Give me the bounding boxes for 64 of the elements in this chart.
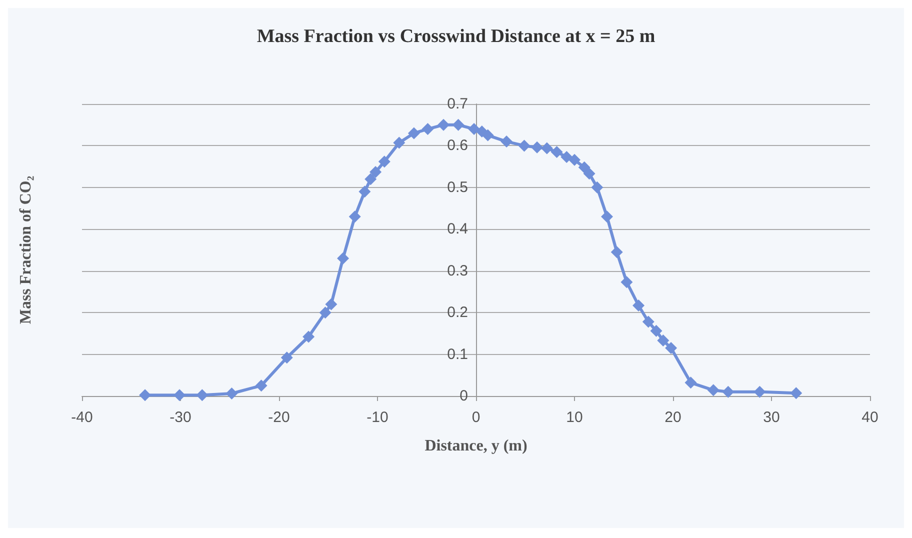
point bbox=[578, 161, 590, 174]
point bbox=[642, 316, 654, 328]
y-tick-label: 0.2 bbox=[447, 304, 468, 322]
x-tick-label: -30 bbox=[170, 409, 192, 426]
point bbox=[754, 386, 766, 398]
point bbox=[196, 389, 208, 402]
point bbox=[226, 387, 238, 400]
point bbox=[364, 173, 377, 186]
point bbox=[707, 384, 720, 396]
point bbox=[620, 276, 633, 288]
x-tick-label: -20 bbox=[268, 409, 290, 426]
point bbox=[348, 210, 361, 223]
point bbox=[408, 127, 420, 140]
y-tick-label: 0.5 bbox=[447, 178, 468, 196]
point bbox=[540, 142, 553, 154]
point bbox=[550, 146, 563, 158]
point bbox=[319, 306, 332, 319]
point bbox=[437, 118, 450, 131]
point bbox=[174, 389, 186, 402]
point bbox=[657, 334, 670, 347]
chart-title: Mass Fraction vs Crosswind Distance at x = 25 m bbox=[256, 26, 656, 47]
point bbox=[684, 376, 697, 389]
point bbox=[601, 210, 614, 223]
x-tick-label: -10 bbox=[366, 409, 388, 426]
point bbox=[518, 140, 530, 152]
point bbox=[422, 123, 434, 136]
x-tick-label: 30 bbox=[763, 409, 780, 426]
point bbox=[482, 129, 494, 142]
point bbox=[632, 299, 645, 312]
point bbox=[452, 118, 464, 131]
point bbox=[531, 141, 544, 154]
point bbox=[378, 156, 390, 168]
point bbox=[560, 150, 573, 163]
y-tick-label: 0.3 bbox=[447, 262, 468, 280]
point bbox=[591, 181, 604, 194]
x-tick-label: 10 bbox=[566, 409, 583, 426]
point bbox=[468, 123, 480, 136]
point bbox=[500, 136, 513, 148]
point bbox=[325, 298, 338, 310]
point bbox=[302, 330, 315, 343]
point bbox=[610, 246, 623, 258]
y-tick-label: 0.6 bbox=[447, 137, 468, 154]
x-tick-label: 20 bbox=[664, 409, 682, 426]
x-tick-label: 40 bbox=[862, 409, 878, 426]
y-tick-label: 0.1 bbox=[447, 346, 468, 363]
y-axis-title: Mass Fraction of CO₂ bbox=[18, 176, 34, 324]
point bbox=[358, 186, 371, 198]
x-tick-label: 0 bbox=[472, 409, 480, 426]
point bbox=[280, 352, 293, 364]
point bbox=[650, 324, 662, 337]
point bbox=[665, 342, 678, 354]
point bbox=[722, 386, 734, 398]
x-tick-label: -40 bbox=[71, 409, 93, 426]
x-axis-title: Distance, y (m) bbox=[424, 438, 528, 454]
point bbox=[337, 252, 350, 264]
point bbox=[370, 166, 382, 178]
point bbox=[255, 380, 268, 392]
y-tick-label: 0.4 bbox=[447, 220, 468, 238]
point bbox=[583, 168, 596, 180]
point bbox=[568, 154, 580, 166]
point bbox=[393, 136, 406, 149]
point bbox=[139, 389, 152, 402]
y-tick-label: 0.7 bbox=[447, 96, 468, 112]
point bbox=[790, 387, 802, 400]
